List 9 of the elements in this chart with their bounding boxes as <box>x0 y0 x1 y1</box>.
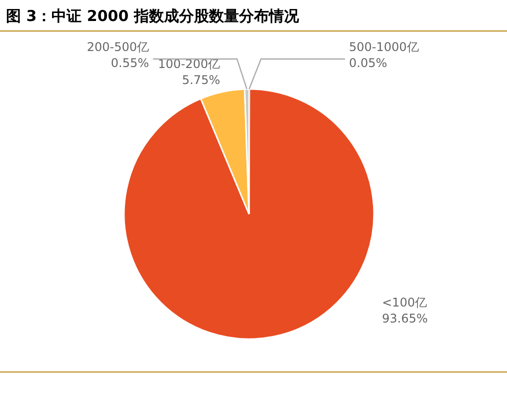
slice-label: 200-500亿 <box>86 40 149 54</box>
slice-label: 100-200亿 <box>158 57 220 72</box>
data-label: 0.05% <box>349 56 388 70</box>
data-label: 5.75% <box>182 73 220 88</box>
slice-label: <100亿 <box>382 296 427 310</box>
data-label: 93.65% <box>382 312 428 326</box>
data-label: 0.55% <box>110 56 149 70</box>
slice-label: 500-1000亿 <box>349 40 419 54</box>
chart-title: 图 3：中证 2000 指数成分股数量分布情况 <box>6 7 300 25</box>
